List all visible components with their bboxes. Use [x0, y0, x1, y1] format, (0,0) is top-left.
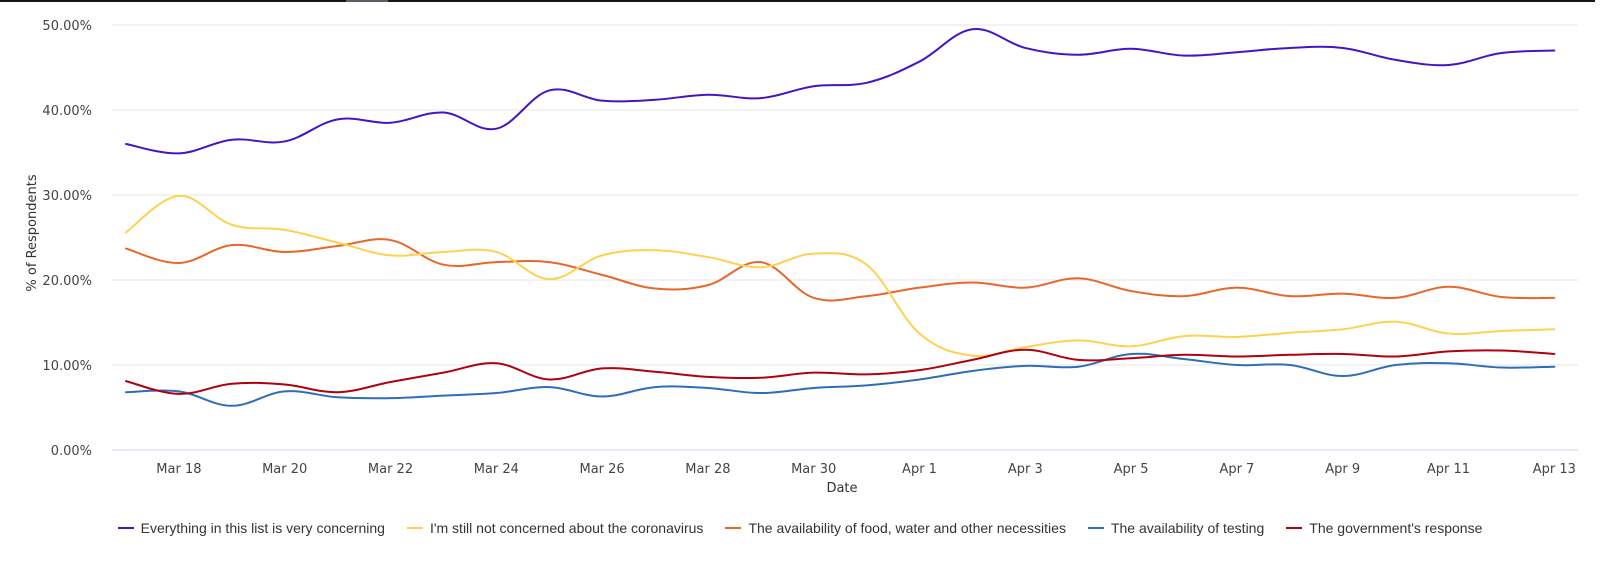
- y-tick-label: 40.00%: [42, 104, 92, 119]
- series-lines: [125, 28, 1556, 407]
- x-tick-label: Apr 1: [902, 462, 937, 477]
- legend-line-icon: [1286, 527, 1303, 529]
- legend-line-icon: [1087, 527, 1104, 529]
- legend-label: I'm still not concerned about the corona…: [429, 520, 704, 536]
- legend-label: Everything in this list is very concerni…: [140, 520, 385, 536]
- x-tick-label: Apr 11: [1427, 462, 1470, 477]
- legend-line-icon: [117, 527, 134, 529]
- x-tick-label: Mar 28: [685, 462, 730, 477]
- x-tick-label: Apr 13: [1533, 462, 1576, 477]
- legend-line-icon: [406, 527, 423, 529]
- y-tick-label: 30.00%: [42, 189, 92, 204]
- window-top-border: [0, 0, 1595, 2]
- legend-item[interactable]: Everything in this list is very concerni…: [117, 520, 385, 536]
- y-tick-label: 50.00%: [42, 19, 92, 34]
- x-tick-label: Mar 24: [474, 462, 519, 477]
- legend-item[interactable]: The availability of testing: [1087, 520, 1265, 536]
- legend-item[interactable]: I'm still not concerned about the corona…: [406, 520, 704, 536]
- legend-item[interactable]: The government's response: [1286, 520, 1482, 536]
- x-tick-label: Mar 20: [262, 462, 307, 477]
- x-axis-title: Date: [826, 481, 857, 496]
- y-tick-label: 10.00%: [42, 359, 92, 374]
- legend-item[interactable]: The availability of food, water and othe…: [725, 520, 1066, 536]
- x-tick-label: Apr 9: [1325, 462, 1360, 477]
- series-line-4[interactable]: [125, 348, 1556, 395]
- y-axis-title: % of Respondents: [25, 174, 40, 291]
- x-tick-label: Apr 7: [1219, 462, 1254, 477]
- y-tick-label: 0.00%: [51, 444, 92, 459]
- x-tick-label: Mar 18: [156, 462, 201, 477]
- series-line-0[interactable]: [125, 28, 1556, 155]
- scroll-indicator[interactable]: [346, 0, 388, 2]
- x-tick-label: Apr 5: [1114, 462, 1149, 477]
- x-axis-ticks: Mar 18 Mar 20 Mar 22 Mar 24 Mar 26 Mar 28 Mar …: [156, 462, 1576, 477]
- series-line-1[interactable]: [125, 194, 1556, 358]
- x-tick-label: Mar 22: [368, 462, 413, 477]
- y-tick-label: 20.00%: [42, 274, 92, 289]
- x-tick-label: Mar 30: [791, 462, 836, 477]
- x-tick-label: Mar 26: [579, 462, 624, 477]
- y-axis-ticks: 0.00% 10.00% 20.00% 30.00% 40.00% 50.00%: [42, 19, 92, 459]
- chart-legend: Everything in this list is very concerni…: [0, 520, 1600, 536]
- grid-lines: [112, 24, 1578, 451]
- legend-line-icon: [725, 527, 742, 529]
- legend-label: The availability of testing: [1110, 520, 1265, 536]
- x-tick-label: Apr 3: [1008, 462, 1043, 477]
- series-line-3[interactable]: [125, 352, 1556, 407]
- legend-label: The availability of food, water and othe…: [748, 520, 1066, 536]
- series-line-2[interactable]: [125, 238, 1556, 302]
- line-chart: 0.00% 10.00% 20.00% 30.00% 40.00% 50.00% Mar …: [25, 19, 1578, 496]
- legend-label: The government's response: [1309, 520, 1483, 536]
